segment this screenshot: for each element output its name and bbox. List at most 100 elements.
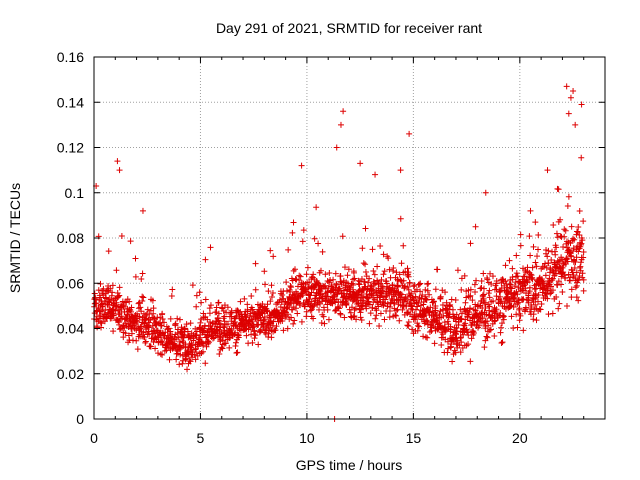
- data-point: [207, 302, 214, 309]
- data-point: [502, 278, 509, 285]
- data-point: [116, 292, 123, 299]
- data-point: [264, 321, 271, 328]
- data-point: [383, 280, 390, 287]
- data-point: [555, 186, 562, 193]
- data-points: [91, 83, 587, 422]
- data-point: [394, 282, 401, 289]
- data-point: [193, 292, 200, 299]
- data-point: [332, 307, 339, 314]
- data-point: [381, 268, 388, 275]
- data-point: [220, 337, 227, 344]
- data-point: [535, 246, 542, 253]
- data-point: [290, 292, 297, 299]
- data-point: [559, 289, 566, 296]
- data-point: [566, 249, 573, 256]
- data-point: [572, 121, 579, 128]
- data-point: [406, 280, 413, 287]
- data-point: [527, 207, 534, 214]
- data-point: [142, 338, 149, 345]
- data-point: [393, 269, 400, 276]
- data-point: [485, 322, 492, 329]
- data-point: [563, 83, 570, 90]
- data-point: [120, 304, 127, 311]
- data-point: [422, 293, 429, 300]
- data-point: [321, 320, 328, 327]
- data-point: [380, 271, 387, 278]
- data-point: [555, 259, 562, 266]
- data-point: [508, 313, 515, 320]
- data-point: [572, 258, 579, 265]
- data-point: [400, 242, 407, 249]
- data-point: [159, 316, 166, 323]
- data-point: [332, 299, 339, 306]
- data-point: [218, 344, 225, 351]
- data-point: [483, 333, 490, 340]
- data-point: [532, 295, 539, 302]
- data-point: [197, 334, 204, 341]
- data-point: [469, 297, 476, 304]
- data-point: [426, 329, 433, 336]
- data-point: [457, 335, 464, 342]
- data-point: [348, 304, 355, 311]
- data-point: [571, 257, 578, 264]
- data-point: [553, 294, 560, 301]
- data-point: [366, 301, 373, 308]
- data-point: [136, 299, 143, 306]
- data-point: [188, 342, 195, 349]
- data-point: [472, 288, 479, 295]
- data-point: [511, 295, 518, 302]
- data-point: [307, 292, 314, 299]
- data-point: [580, 287, 587, 294]
- data-point: [441, 319, 448, 326]
- data-point: [224, 304, 231, 311]
- data-point: [183, 321, 190, 328]
- data-point: [367, 310, 374, 317]
- data-point: [513, 252, 520, 259]
- data-point: [234, 349, 241, 356]
- data-point: [385, 255, 392, 262]
- data-point: [202, 360, 209, 367]
- data-point: [378, 276, 385, 283]
- data-point: [205, 338, 212, 345]
- data-point: [307, 307, 314, 314]
- data-point: [257, 326, 264, 333]
- data-point: [139, 207, 146, 214]
- data-point: [150, 310, 157, 317]
- data-point: [461, 272, 468, 279]
- data-point: [548, 256, 555, 263]
- data-point: [565, 110, 572, 117]
- data-point: [109, 282, 116, 289]
- data-point: [134, 310, 141, 317]
- data-point: [186, 357, 193, 364]
- data-point: [215, 299, 222, 306]
- y-tick-label: 0.04: [57, 321, 84, 337]
- x-tick-label: 15: [406, 430, 422, 446]
- data-point: [363, 291, 370, 298]
- data-point: [268, 294, 275, 301]
- data-point: [387, 300, 394, 307]
- data-point: [454, 267, 461, 274]
- data-point: [389, 281, 396, 288]
- data-point: [414, 303, 421, 310]
- data-point: [393, 307, 400, 314]
- data-point: [556, 300, 563, 307]
- data-point: [398, 260, 405, 267]
- data-point: [568, 266, 575, 273]
- chart-title: Day 291 of 2021, SRMTID for receiver ran…: [216, 20, 482, 36]
- data-point: [491, 318, 498, 325]
- data-point: [147, 307, 154, 314]
- data-point: [147, 343, 154, 350]
- data-point: [386, 314, 393, 321]
- data-point: [116, 167, 123, 174]
- data-point: [426, 308, 433, 315]
- data-point: [514, 291, 521, 298]
- data-point: [141, 334, 148, 341]
- gridlines: [94, 57, 605, 419]
- data-point: [555, 305, 562, 312]
- data-point: [564, 202, 571, 209]
- data-point: [167, 315, 174, 322]
- data-point: [193, 349, 200, 356]
- data-point: [152, 345, 159, 352]
- data-point: [158, 311, 165, 318]
- data-point: [184, 328, 191, 335]
